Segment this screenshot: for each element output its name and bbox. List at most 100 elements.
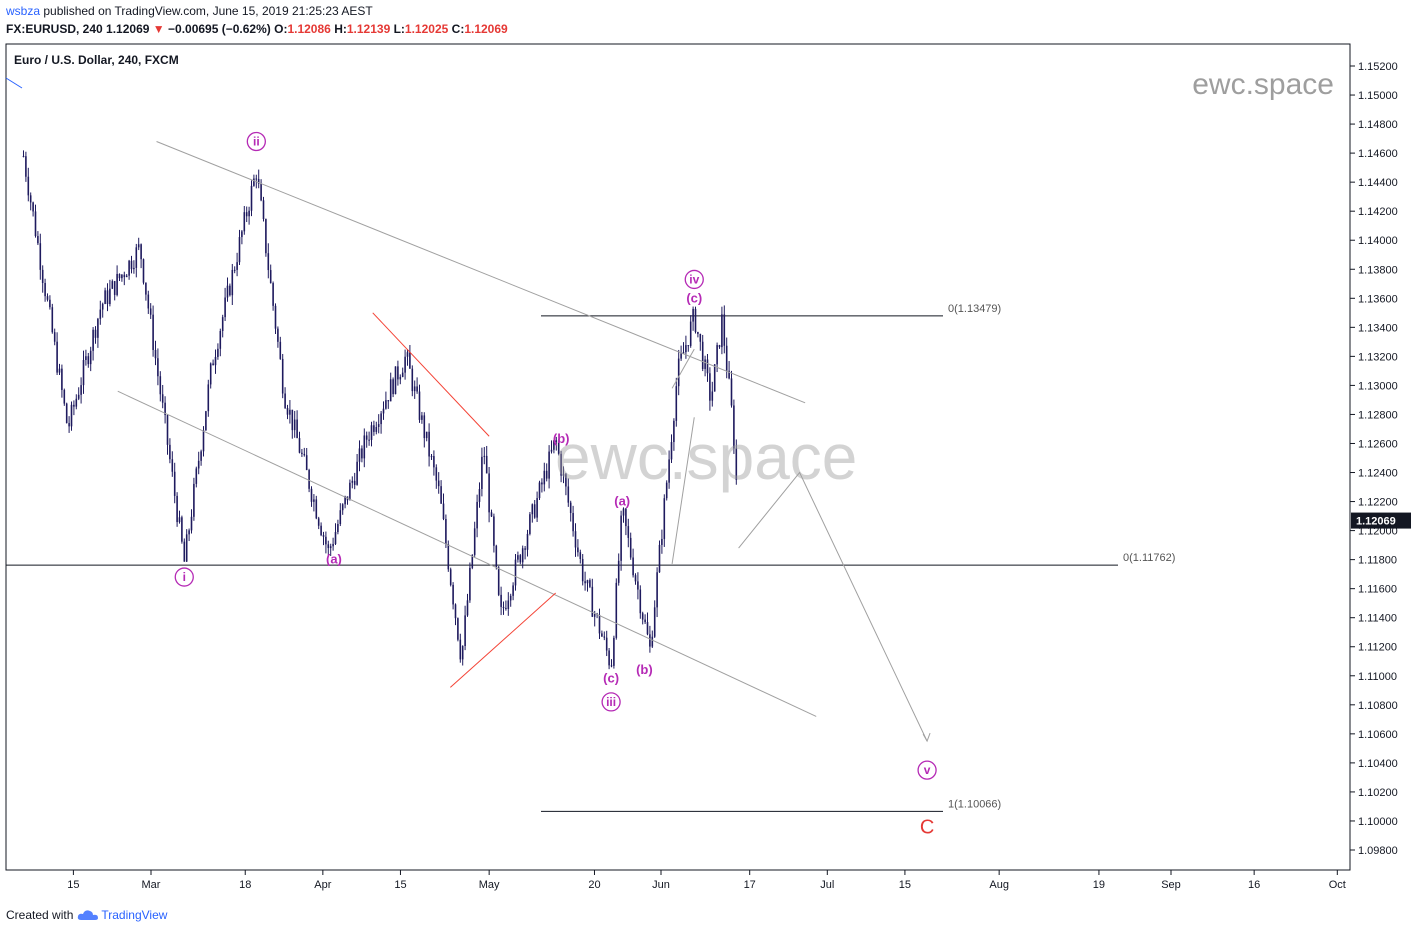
price-tick-label: 1.11400 <box>1358 613 1397 625</box>
candle-body <box>692 308 694 322</box>
candle-body <box>41 269 44 283</box>
candle-body <box>87 356 90 365</box>
candle-body <box>123 274 126 278</box>
candle-body <box>476 501 478 529</box>
candle-body <box>207 384 210 412</box>
candle-body <box>483 455 486 457</box>
candle-body <box>565 474 567 487</box>
candle-body <box>452 584 454 605</box>
candle-body <box>632 557 634 576</box>
wave-label: (c) <box>603 671 619 686</box>
candle-body <box>82 360 85 386</box>
candle-body <box>694 308 697 332</box>
candle-body <box>149 308 152 315</box>
candle-body <box>517 555 519 560</box>
candle-body <box>116 273 118 295</box>
time-tick-label: 18 <box>239 879 251 891</box>
candle-body <box>58 368 61 373</box>
candle-body <box>440 486 442 504</box>
candle-body <box>418 391 421 420</box>
candle-body <box>152 314 154 350</box>
author-link[interactable]: wsbza <box>6 4 41 18</box>
candle-body <box>183 541 186 562</box>
candle-body <box>593 613 596 617</box>
projection-path <box>738 471 928 742</box>
candle-body <box>281 358 284 394</box>
candle-body <box>394 366 397 395</box>
candle-body <box>322 535 325 537</box>
candle-body <box>334 532 337 544</box>
candle-body <box>490 512 493 517</box>
candle-body <box>243 212 246 232</box>
drawing-stub <box>5 77 23 89</box>
candle-body <box>291 409 294 431</box>
time-tick-label: Apr <box>314 879 331 891</box>
candle-body <box>365 435 368 440</box>
candle-body <box>488 473 490 513</box>
candle-body <box>195 468 198 484</box>
candle-body <box>339 510 342 524</box>
candle-body <box>471 554 474 568</box>
candle-body <box>262 200 265 220</box>
candle-body <box>296 419 298 439</box>
candle-body <box>135 247 138 268</box>
candle-body <box>137 244 140 248</box>
candle-body <box>164 402 166 416</box>
candle-body <box>507 600 510 610</box>
candle-body <box>353 480 356 485</box>
candle-body <box>279 341 282 359</box>
candle-body <box>728 370 730 379</box>
last-price: 1.12069 <box>106 22 150 36</box>
candle-body <box>529 514 531 534</box>
candle-body <box>190 516 193 531</box>
candle-body <box>363 435 366 459</box>
candle-body <box>329 546 332 549</box>
candle-body <box>293 419 296 431</box>
candle-body <box>377 424 380 428</box>
price-tick-label: 1.15200 <box>1358 61 1398 73</box>
candle-body <box>65 403 68 424</box>
candle-body <box>356 461 358 485</box>
candle-body <box>435 467 438 481</box>
time-tick-label: Aug <box>989 879 1009 891</box>
candle-body <box>584 581 586 584</box>
candle-body <box>25 156 27 177</box>
candle-body <box>97 318 99 338</box>
candle-body <box>161 394 164 403</box>
price-axis[interactable]: 1.15200 1.15000 1.14800 1.14600 1.14400 1.142… <box>1350 61 1398 857</box>
candle-body <box>305 455 308 471</box>
candle-body <box>125 275 128 278</box>
candle-body <box>154 349 157 359</box>
tradingview-link[interactable]: TradingView <box>77 908 167 922</box>
fib-level-label: 0(1.13479) <box>948 303 1001 315</box>
candle-body <box>711 391 714 401</box>
candle-body <box>433 456 435 468</box>
candle-body <box>663 498 666 539</box>
price-tick-label: 1.10000 <box>1358 816 1398 828</box>
candle-body <box>620 515 622 561</box>
candle-body <box>209 363 212 385</box>
candle-body <box>661 538 663 545</box>
candle-body <box>579 552 582 559</box>
wave-circle <box>684 269 704 290</box>
candle-body <box>181 517 183 542</box>
candle-body <box>706 359 709 374</box>
price-tick-label: 1.09800 <box>1358 845 1398 857</box>
candle-body <box>255 178 258 180</box>
candle-body <box>677 358 680 387</box>
arrow-head-icon <box>922 732 931 743</box>
candle-body <box>687 345 690 347</box>
candle-body <box>543 470 546 485</box>
candle-body <box>380 413 382 425</box>
price-tick-label: 1.13800 <box>1358 264 1398 276</box>
time-axis[interactable]: 15 Mar 18 Apr 15 May 20 Jun 17 Jul 15 Aug 19 Sep 16 Oct <box>67 870 1346 891</box>
candle-body <box>454 604 457 619</box>
candle-body <box>406 352 409 357</box>
price-tick-label: 1.12800 <box>1358 409 1398 421</box>
price-tick-label: 1.14800 <box>1358 119 1398 131</box>
wave-label: v <box>924 763 931 777</box>
candle-body <box>272 283 274 306</box>
candle-body <box>205 411 207 431</box>
candle-body <box>248 210 250 217</box>
